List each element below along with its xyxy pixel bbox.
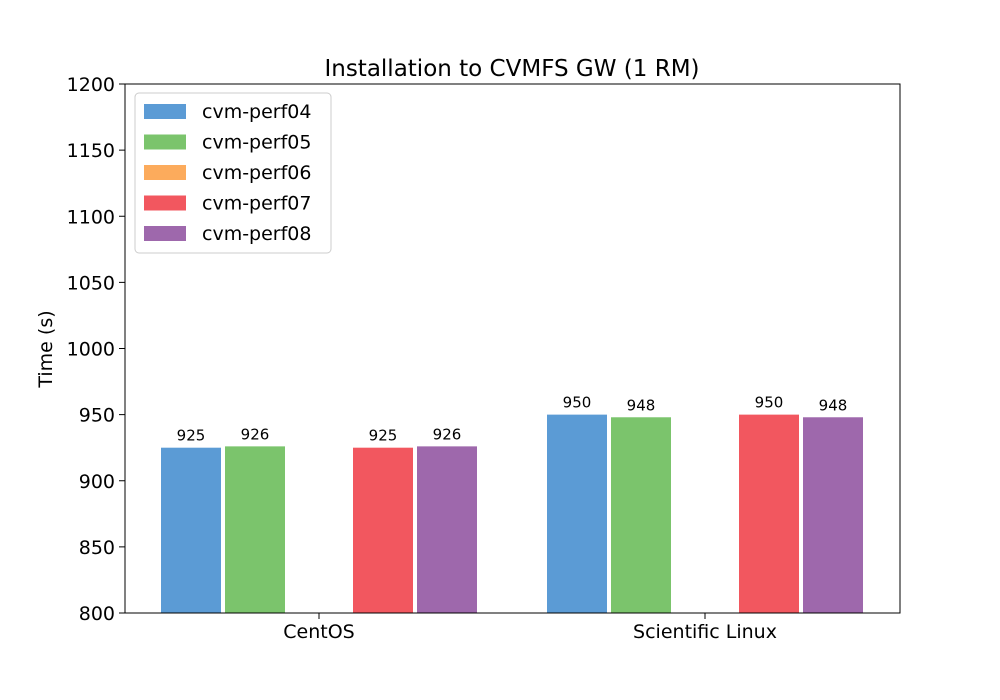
bar-value-label: 925 [177, 427, 206, 445]
bar-value-label: 950 [563, 394, 592, 412]
legend-entry-label: cvm-perf04 [202, 101, 311, 123]
legend-swatch [144, 226, 186, 241]
legend-swatch [144, 104, 186, 119]
bar-value-label: 948 [627, 396, 656, 414]
y-tick-label: 950 [79, 405, 115, 427]
bar-cvm-perf08-0 [417, 446, 477, 613]
bar-cvm-perf08-1 [803, 417, 863, 613]
y-axis-label: Time (s) [35, 310, 57, 388]
bar-value-label: 950 [755, 394, 784, 412]
bar-cvm-perf07-1 [739, 414, 799, 613]
y-tick-label: 1000 [67, 339, 115, 361]
chart-title: Installation to CVMFS GW (1 RM) [324, 56, 699, 82]
x-axis: CentOS Scientific Linux [283, 613, 777, 643]
bar-cvm-perf04-1 [547, 414, 607, 613]
x-tick-label: CentOS [283, 621, 354, 643]
legend-swatch [144, 195, 186, 211]
legend-entry-label: cvm-perf05 [202, 132, 311, 154]
bar-value-label: 948 [819, 396, 848, 414]
bar-cvm-perf04-0 [161, 447, 221, 613]
bar-cvm-perf05-0 [225, 446, 285, 613]
bar-cvm-perf05-1 [611, 417, 671, 613]
legend-swatch [144, 165, 186, 180]
bar-value-label: 925 [369, 427, 398, 445]
y-axis: 800 850 900 950 1000 1050 1100 1150 1200 [67, 74, 125, 625]
y-tick-label: 900 [79, 471, 115, 493]
bar-value-label: 926 [433, 425, 462, 443]
legend: cvm-perf04 cvm-perf05 cvm-perf06 cvm-perf07… [134, 92, 332, 254]
y-tick-label: 1150 [67, 140, 115, 162]
legend-entry-label: cvm-perf08 [202, 223, 311, 245]
bars-layer [161, 414, 863, 613]
y-tick-label: 1200 [67, 74, 115, 96]
legend-swatch [144, 134, 186, 150]
data-labels-layer: 925 950 926 948 925 950 926 948 [177, 394, 848, 445]
legend-entry-label: cvm-perf06 [202, 162, 311, 184]
y-tick-label: 1050 [67, 272, 115, 294]
legend-box [134, 92, 332, 254]
legend-entry-label: cvm-perf07 [202, 193, 311, 215]
bar-cvm-perf07-0 [353, 447, 413, 613]
bar-value-label: 926 [241, 425, 270, 443]
y-tick-label: 850 [79, 537, 115, 559]
y-tick-label: 800 [79, 603, 115, 625]
x-tick-label: Scientific Linux [633, 621, 777, 643]
y-tick-label: 1100 [67, 206, 115, 228]
